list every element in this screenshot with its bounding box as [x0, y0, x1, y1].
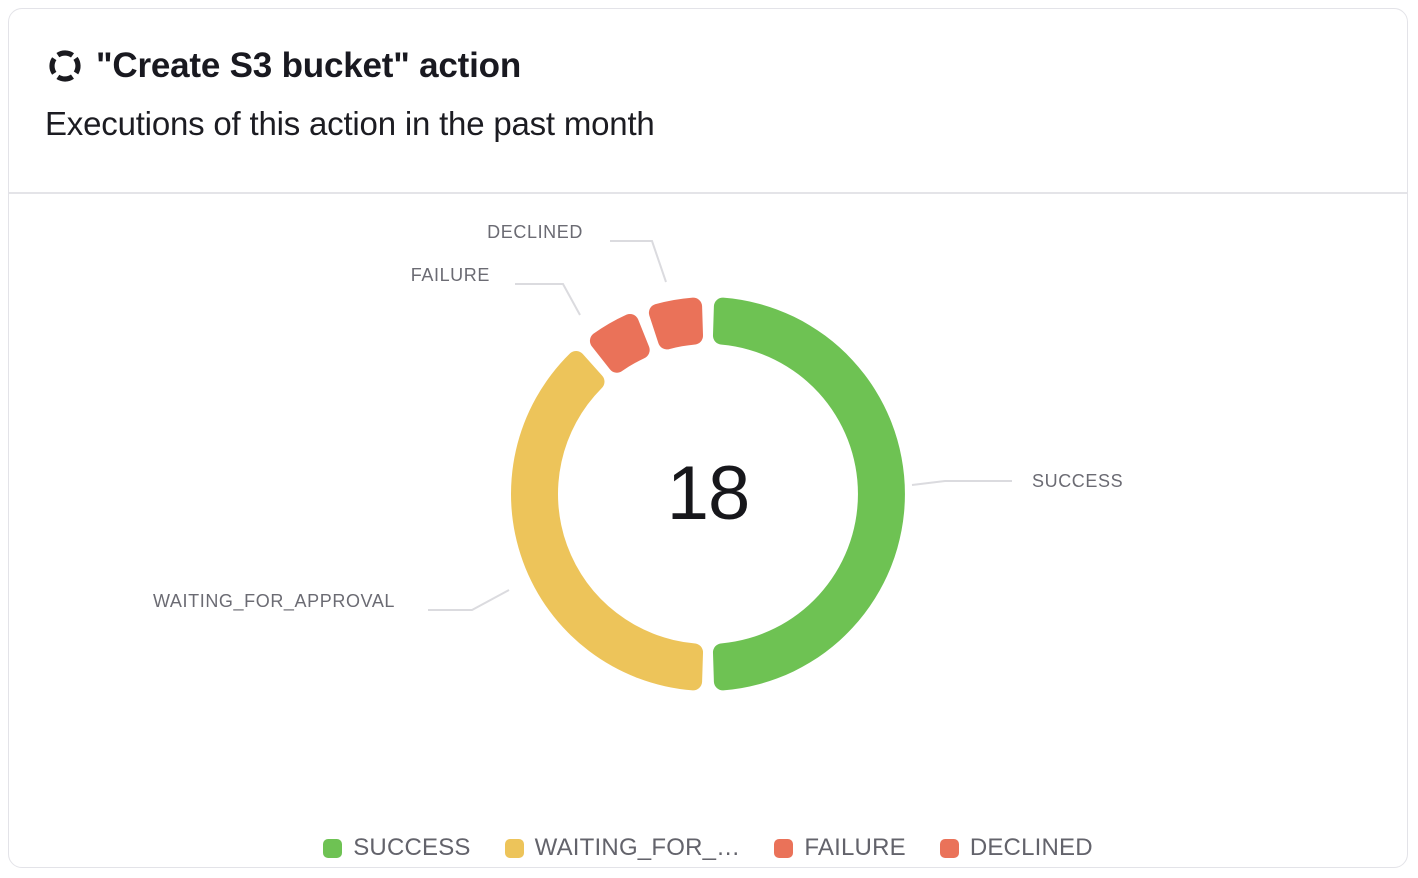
legend-label: WAITING_FOR_… — [534, 834, 741, 861]
legend-swatch — [939, 838, 959, 858]
callout-label-success: SUCCESS — [1032, 471, 1124, 491]
donut-chart-canvas — [428, 240, 1012, 691]
card-header: "Create S3 bucket" action Executions of … — [9, 9, 1407, 194]
legend-item-success[interactable]: SUCCESS — [323, 834, 470, 862]
donut-chart: 18 DECLINED FAILURE SUCCESS WAITING_FOR_… — [9, 194, 1407, 867]
legend-swatch — [323, 838, 343, 858]
legend-label: FAILURE — [804, 834, 906, 861]
legend-label: DECLINED — [969, 834, 1093, 861]
leader-line-declined — [610, 240, 667, 283]
callout-label-waiting-for-approval: WAITING_FOR_APPROVAL — [153, 591, 396, 611]
action-executions-card: "Create S3 bucket" action Executions of … — [8, 8, 1408, 868]
donut-segment-declined[interactable] — [648, 297, 704, 350]
chart-legend: SUCCESS WAITING_FOR_… FAILURE DECLINED — [9, 834, 1407, 862]
donut-segment-waiting-for-approval[interactable] — [511, 350, 704, 691]
callout-label-failure: FAILURE — [410, 265, 490, 285]
leader-line-failure — [515, 283, 581, 316]
legend-swatch — [774, 838, 794, 858]
action-icon — [49, 50, 81, 82]
legend-swatch — [504, 838, 524, 858]
donut-segment-success[interactable] — [712, 297, 905, 691]
legend-item-waiting-for-[interactable]: WAITING_FOR_… — [504, 834, 741, 862]
card-title: "Create S3 bucket" action — [96, 46, 521, 85]
callout-label-declined: DECLINED — [487, 222, 583, 242]
leader-line-waiting-for-approval — [428, 589, 510, 611]
legend-label: SUCCESS — [353, 834, 471, 861]
total-executions-value: 18 — [666, 451, 751, 536]
card-subtitle: Executions of this action in the past mo… — [45, 105, 655, 142]
leader-line-success — [911, 480, 1012, 486]
donut-segment-failure[interactable] — [589, 313, 650, 373]
legend-item-declined[interactable]: DECLINED — [939, 834, 1093, 862]
legend-item-failure[interactable]: FAILURE — [774, 834, 906, 862]
